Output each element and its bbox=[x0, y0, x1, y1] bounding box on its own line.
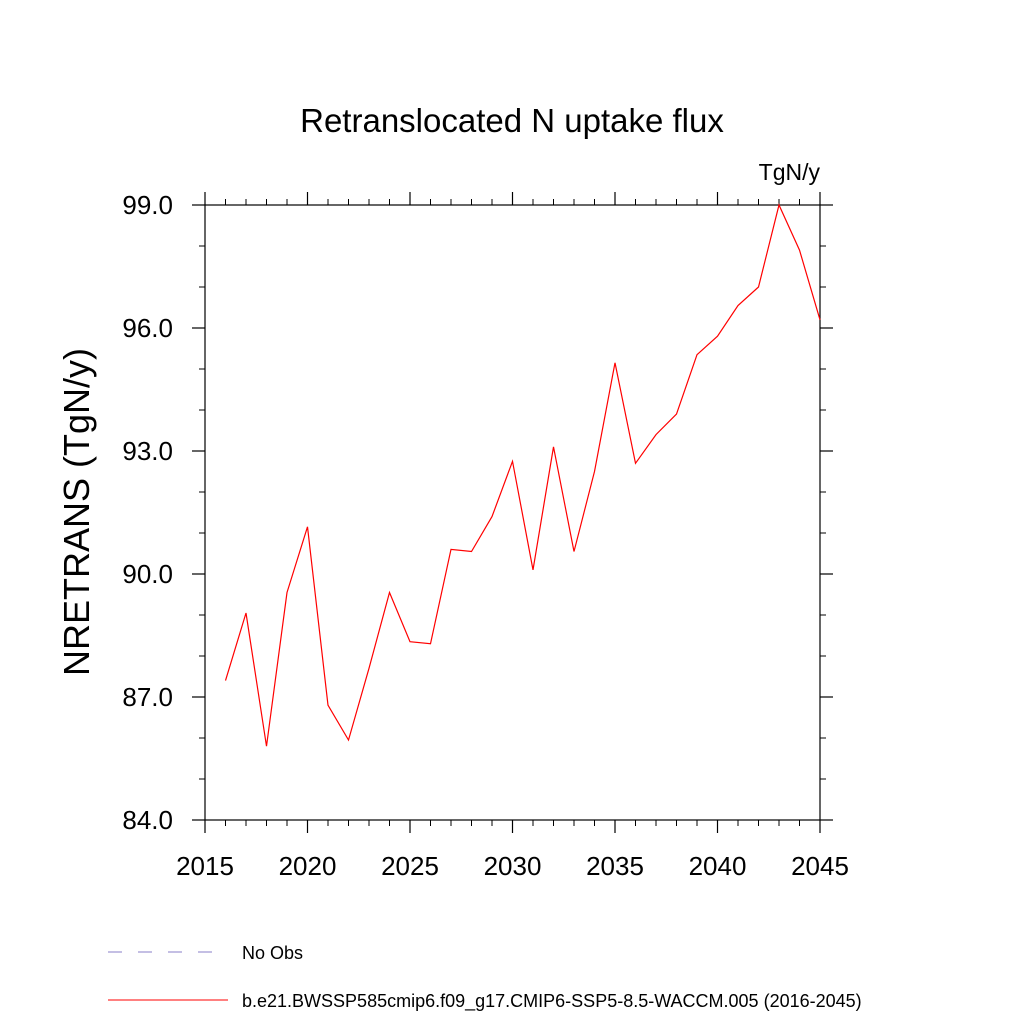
x-tick-label: 2025 bbox=[381, 851, 439, 881]
y-tick-label: 90.0 bbox=[122, 559, 173, 589]
x-tick-label: 2030 bbox=[484, 851, 542, 881]
plot-frame bbox=[204, 204, 821, 821]
chart-title: Retranslocated N uptake flux bbox=[300, 102, 724, 139]
legend: No Obs b.e21.BWSSP585cmip6.f09_g17.CMIP6-… bbox=[108, 943, 862, 1012]
series-line bbox=[224, 203, 821, 747]
legend-label: No Obs bbox=[242, 943, 303, 963]
y-tick-label: 99.0 bbox=[122, 190, 173, 220]
y-tick-label: 96.0 bbox=[122, 313, 173, 343]
units-label: TgN/y bbox=[759, 159, 821, 185]
y-tick-label: 87.0 bbox=[122, 682, 173, 712]
plot-area: 2015 2020 2025 2030 2035 2040 2045 84.0 87.0 90.0… bbox=[122, 190, 849, 881]
x-tick-label: 2020 bbox=[279, 851, 337, 881]
x-tick-label: 2035 bbox=[586, 851, 644, 881]
y-tick-label: 84.0 bbox=[122, 805, 173, 835]
y-axis-title: NRETRANS (TgN/y) bbox=[56, 348, 97, 676]
x-tick-label: 2045 bbox=[791, 851, 849, 881]
legend-label: b.e21.BWSSP585cmip6.f09_g17.CMIP6-SSP5-8… bbox=[242, 991, 862, 1012]
y-tick-label: 93.0 bbox=[122, 436, 173, 466]
x-tick-label: 2040 bbox=[689, 851, 747, 881]
x-tick-label: 2015 bbox=[176, 851, 234, 881]
